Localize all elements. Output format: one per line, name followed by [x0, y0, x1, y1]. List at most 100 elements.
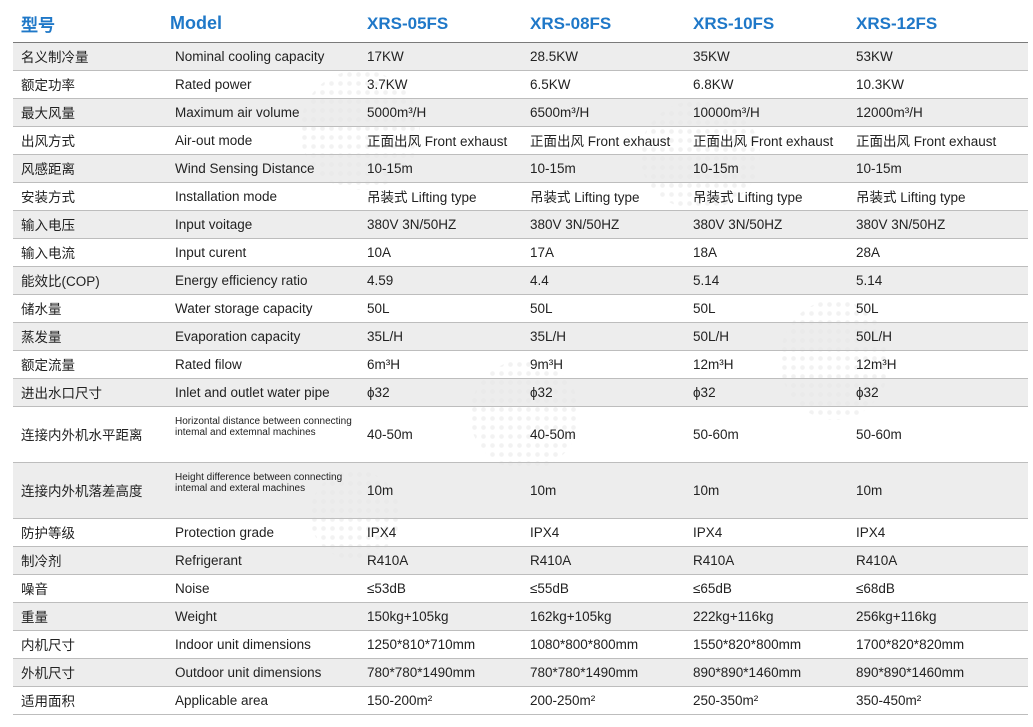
spec-value: IPX4 — [848, 518, 1028, 547]
spec-value: 吊装式 Lifting type — [359, 182, 522, 211]
spec-value: 17KW — [359, 42, 522, 71]
model-header: XRS-05FS — [359, 6, 522, 43]
spec-value: 780*780*1490mm — [359, 658, 522, 687]
spec-value: 380V 3N/50HZ — [522, 210, 685, 239]
table-row: 出风方式 Air-out mode 正面出风 Front exhaust 正面出风 F… — [13, 126, 1028, 155]
table-row: 进出水口尺寸 Inlet and outlet water pipe ϕ32 ϕ32 ϕ… — [13, 378, 1028, 407]
spec-value: 吊装式 Lifting type — [522, 182, 685, 211]
table-row: 风感距离 Wind Sensing Distance 10-15m 10-15m 10-… — [13, 154, 1028, 183]
spec-value: 10m — [848, 462, 1028, 519]
spec-value: 9m³H — [522, 350, 685, 379]
spec-value: 10000m³/H — [685, 98, 848, 127]
spec-value: 正面出风 Front exhaust — [359, 126, 522, 155]
param-name-en: Water storage capacity — [162, 294, 359, 323]
param-name-cn: 连接内外机落差高度 — [13, 462, 162, 519]
table-row: 重量 Weight 150kg+105kg 162kg+105kg 222kg+116k… — [13, 602, 1028, 631]
table-row: 外机尺寸 Outdoor unit dimensions 780*780*1490m… — [13, 658, 1028, 687]
spec-value: ϕ32 — [848, 378, 1028, 407]
spec-value: R410A — [685, 546, 848, 575]
spec-value: ϕ32 — [685, 378, 848, 407]
spec-value: 吊装式 Lifting type — [848, 182, 1028, 211]
table-row: 最大风量 Maximum air volume 5000m³/H 6500m³/H 10… — [13, 98, 1028, 127]
param-name-cn: 内机尺寸 — [13, 630, 162, 659]
param-name-cn: 额定流量 — [13, 350, 162, 379]
param-name-cn: 制冷剂 — [13, 546, 162, 575]
param-name-cn: 最大风量 — [13, 98, 162, 127]
spec-value: 35KW — [685, 42, 848, 71]
spec-value: ≤65dB — [685, 574, 848, 603]
spec-value: 5.14 — [848, 266, 1028, 295]
spec-value: 40-50m — [359, 406, 522, 463]
spec-table-body: 名义制冷量 Nominal cooling capacity 17KW 28.5KW 3… — [13, 42, 1028, 715]
spec-value: 4.59 — [359, 266, 522, 295]
spec-value: 50L/H — [685, 322, 848, 351]
spec-value: 35L/H — [522, 322, 685, 351]
spec-value: R410A — [359, 546, 522, 575]
table-row: 连接内外机落差高度 Height difference between conne… — [13, 462, 1028, 519]
spec-value: 780*780*1490mm — [522, 658, 685, 687]
spec-value: 10m — [685, 462, 848, 519]
spec-value: 40-50m — [522, 406, 685, 463]
param-name-en: Nominal cooling capacity — [162, 42, 359, 71]
table-row: 能效比(COP) Energy efficiency ratio 4.59 4.4 5.… — [13, 266, 1028, 295]
param-name-cn: 噪音 — [13, 574, 162, 603]
spec-value: 4.4 — [522, 266, 685, 295]
spec-value: 1550*820*800mm — [685, 630, 848, 659]
table-row: 适用面积 Applicable area 150-200m² 200-250m² 250… — [13, 686, 1028, 715]
table-row: 制冷剂 Refrigerant R410A R410A R410A R410A — [13, 546, 1028, 575]
spec-value: 1080*800*800mm — [522, 630, 685, 659]
spec-value: 350-450m² — [848, 686, 1028, 715]
param-name-en: Weight — [162, 602, 359, 631]
param-name-en: Protection grade — [162, 518, 359, 547]
spec-value: IPX4 — [359, 518, 522, 547]
table-row: 名义制冷量 Nominal cooling capacity 17KW 28.5KW 3… — [13, 42, 1028, 71]
spec-value: 10m — [359, 462, 522, 519]
spec-value: 5000m³/H — [359, 98, 522, 127]
param-name-en: Height difference between connecting int… — [162, 462, 359, 519]
param-name-en: Input voitage — [162, 210, 359, 239]
table-row: 连接内外机水平距离 Horizontal distance between con… — [13, 406, 1028, 463]
spec-value: 10-15m — [685, 154, 848, 183]
spec-value: 10m — [522, 462, 685, 519]
spec-value: R410A — [522, 546, 685, 575]
spec-value: 256kg+116kg — [848, 602, 1028, 631]
spec-value: 890*890*1460mm — [848, 658, 1028, 687]
spec-value: 150kg+105kg — [359, 602, 522, 631]
param-name-cn: 安装方式 — [13, 182, 162, 211]
spec-value: ≤55dB — [522, 574, 685, 603]
spec-value: 正面出风 Front exhaust — [522, 126, 685, 155]
param-name-cn: 风感距离 — [13, 154, 162, 183]
model-header: XRS-10FS — [685, 6, 848, 43]
spec-value: 6500m³/H — [522, 98, 685, 127]
table-row: 额定功率 Rated power 3.7KW 6.5KW 6.8KW 10.3KW — [13, 70, 1028, 99]
spec-table: 型号 Model XRS-05FS XRS-08FS XRS-10FS XRS-… — [13, 6, 1028, 715]
spec-value: 50L — [359, 294, 522, 323]
spec-value: 18A — [685, 238, 848, 267]
spec-value: 50L/H — [848, 322, 1028, 351]
spec-value: 50L — [685, 294, 848, 323]
param-name-cn: 名义制冷量 — [13, 42, 162, 71]
header-en: Model — [162, 6, 359, 43]
spec-value: 50-60m — [848, 406, 1028, 463]
param-name-cn: 储水量 — [13, 294, 162, 323]
spec-value: 6.5KW — [522, 70, 685, 99]
param-name-en: Applicable area — [162, 686, 359, 715]
spec-value: 380V 3N/50HZ — [359, 210, 522, 239]
spec-value: 890*890*1460mm — [685, 658, 848, 687]
spec-value: 50-60m — [685, 406, 848, 463]
header-cn: 型号 — [13, 6, 162, 43]
spec-value: 250-350m² — [685, 686, 848, 715]
spec-value: ≤53dB — [359, 574, 522, 603]
param-name-en: Outdoor unit dimensions — [162, 658, 359, 687]
param-name-en: Inlet and outlet water pipe — [162, 378, 359, 407]
param-name-cn: 重量 — [13, 602, 162, 631]
param-name-en: Input curent — [162, 238, 359, 267]
param-name-en: Horizontal distance between connecting i… — [162, 406, 359, 463]
spec-value: IPX4 — [685, 518, 848, 547]
param-name-cn: 外机尺寸 — [13, 658, 162, 687]
param-name-cn: 连接内外机水平距离 — [13, 406, 162, 463]
spec-value: 10.3KW — [848, 70, 1028, 99]
table-row: 内机尺寸 Indoor unit dimensions 1250*810*710mm… — [13, 630, 1028, 659]
param-name-en: Evaporation capacity — [162, 322, 359, 351]
